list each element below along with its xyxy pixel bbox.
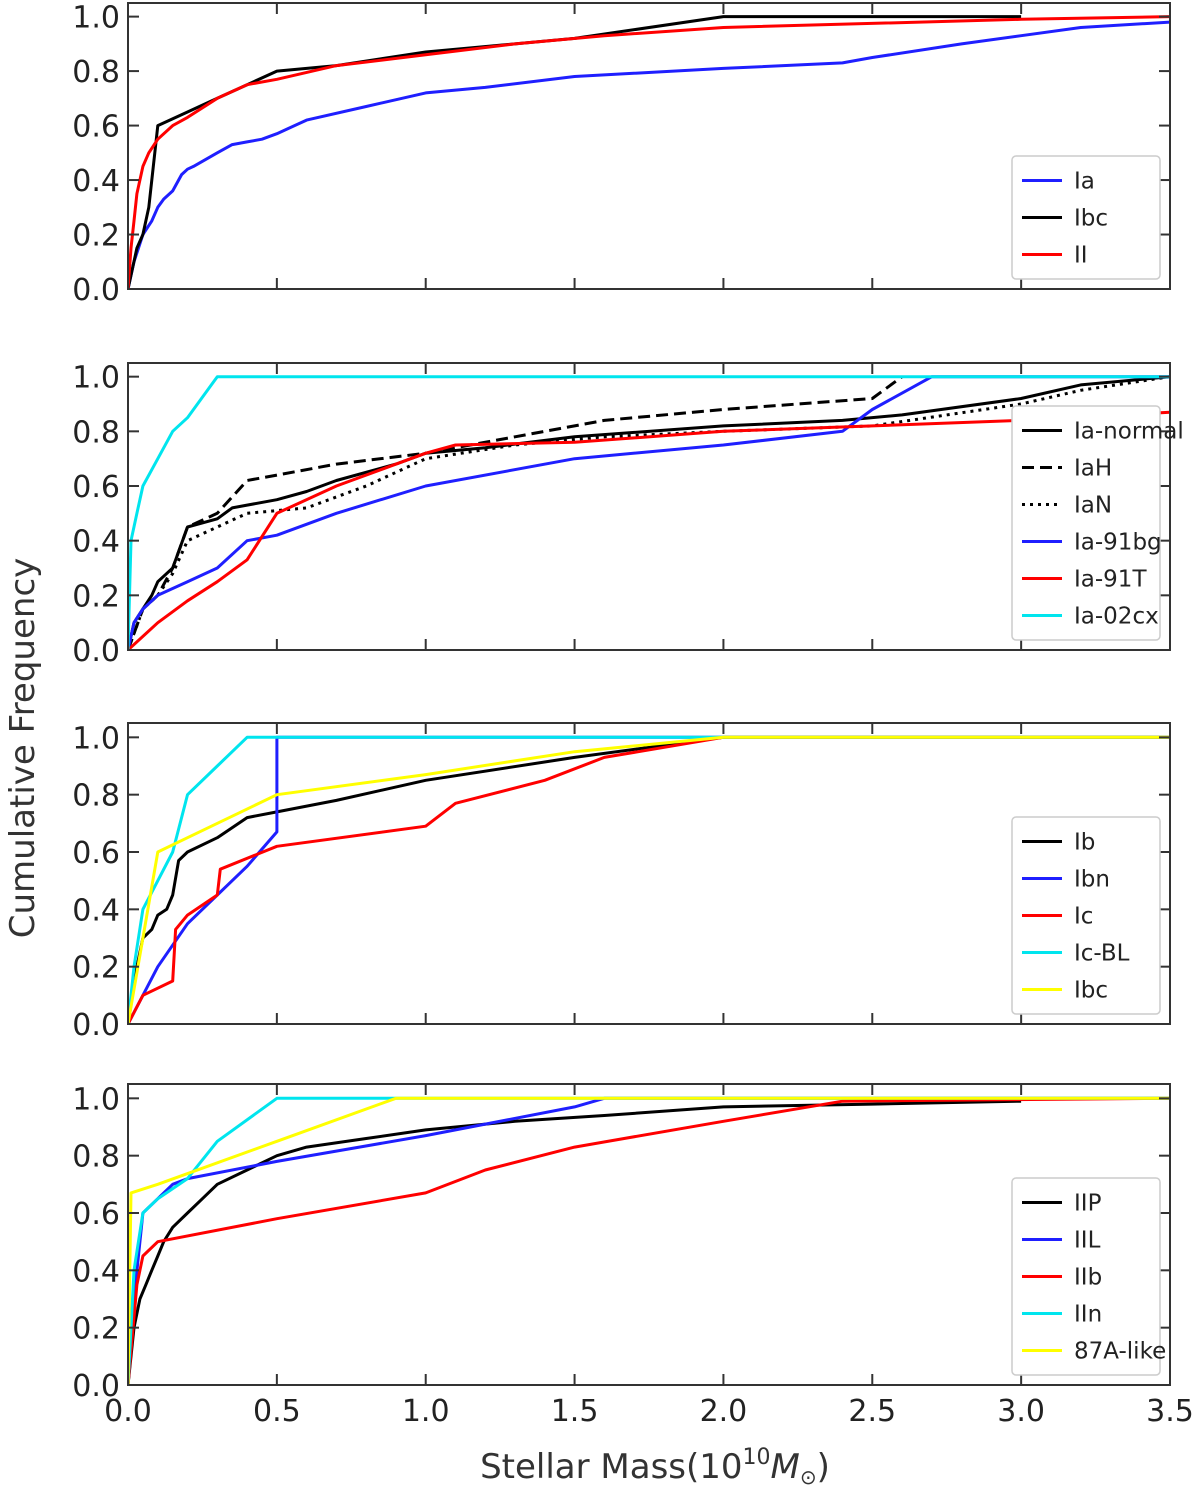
legend-box xyxy=(1011,405,1161,641)
legend-label: Ibc xyxy=(1074,978,1108,1004)
series-line-ibn xyxy=(128,735,1170,1024)
y-tick-label: 0.2 xyxy=(72,219,120,254)
y-tick-label: 1.0 xyxy=(72,1,120,36)
y-axis-label: Cumulative Frequency xyxy=(3,558,43,939)
legend-label: II xyxy=(1074,243,1088,269)
x-axis-label-unit: M xyxy=(771,1447,800,1487)
legend-label: Ic xyxy=(1074,904,1093,930)
sun-symbol: ⊙ xyxy=(800,1465,817,1489)
legend: Ia Ibc II xyxy=(1011,155,1161,280)
series-line-iin xyxy=(128,1096,1170,1385)
x-tick-label: 3.5 xyxy=(1146,1394,1194,1429)
x-tick-label: 1.0 xyxy=(402,1394,450,1429)
series-line-iib xyxy=(128,1096,1170,1385)
legend-label: IIL xyxy=(1074,1228,1101,1254)
series-group xyxy=(128,735,1170,1024)
legend-label: IIP xyxy=(1074,1191,1102,1217)
legend-label: 87A-like xyxy=(1074,1339,1166,1365)
series-line-ii xyxy=(128,15,1170,289)
panels-group: 0.0 0.2 0.4 0.6 0.8 1.0 Ia Ibc II 0.0 0.2 0.4 0.6 0.8… xyxy=(72,1,1194,1429)
legend-label: Ia-02cx xyxy=(1074,604,1159,630)
series-line-87a-like xyxy=(128,1096,1170,1385)
series-line-ia-91bg xyxy=(128,375,1170,650)
plot-frame xyxy=(127,1083,1171,1386)
series-group xyxy=(128,1096,1170,1385)
y-tick-label: 0.8 xyxy=(72,779,120,814)
legend-label: Ia-91bg xyxy=(1074,530,1162,556)
series-line-ibc xyxy=(128,735,1170,1024)
x-tick-label: 2.0 xyxy=(700,1394,748,1429)
legend-label: IIb xyxy=(1074,1265,1102,1291)
series-line-ian xyxy=(128,375,1170,650)
x-tick-label: 2.5 xyxy=(848,1394,896,1429)
y-tick-label: 0.4 xyxy=(72,164,120,199)
y-tick-label: 0.8 xyxy=(72,415,120,450)
series-line-ia-91t xyxy=(128,410,1170,650)
y-tick-label: 0.6 xyxy=(72,470,120,505)
y-tick-label: 1.0 xyxy=(72,361,120,396)
y-tick-label: 0.6 xyxy=(72,1197,120,1232)
y-tick-label: 0.6 xyxy=(72,836,120,871)
panel-3: 0.0 0.2 0.4 0.6 0.8 1.0 Ib Ibn Ic Ic-BL Ibc xyxy=(72,721,1171,1043)
legend-box xyxy=(1011,816,1161,1015)
series-line-ibc xyxy=(128,15,1022,289)
series-line-ib xyxy=(128,735,1170,1024)
legend-label: Ibn xyxy=(1074,867,1110,893)
legend-label: Ib xyxy=(1074,830,1095,856)
legend-label: Ibc xyxy=(1074,206,1108,232)
x-axis-label-main: Stellar Mass(10 xyxy=(480,1447,742,1487)
series-line-ia xyxy=(128,20,1170,289)
legend-label: Ia-91T xyxy=(1074,567,1147,593)
y-tick-label: 0.2 xyxy=(72,579,120,614)
y-tick-label: 0.6 xyxy=(72,110,120,145)
legend-label: IIn xyxy=(1074,1302,1102,1328)
series-line-ic xyxy=(128,735,1170,1024)
y-tick-label: 0.8 xyxy=(72,1140,120,1175)
legend-label: IaN xyxy=(1074,493,1112,519)
panel-4: 0.0 0.2 0.4 0.6 0.8 1.0 0.0 0.5 1.0 1.5 2.0 2.5 3.0 3… xyxy=(72,1082,1194,1429)
plot-frame xyxy=(127,2,1171,290)
legend-box xyxy=(1011,1177,1161,1376)
series-line-iah xyxy=(128,375,903,650)
y-tick-label: 0.0 xyxy=(72,634,120,669)
y-tick-label: 0.2 xyxy=(72,951,120,986)
y-tick-label: 0.8 xyxy=(72,55,120,90)
panel-2: 0.0 0.2 0.4 0.6 0.8 1.0 Ia-normal IaH IaN Ia-91bg… xyxy=(72,361,1184,669)
x-axis-label-close: ) xyxy=(817,1447,830,1487)
legend-label: IaH xyxy=(1074,456,1112,482)
legend-label: Ic-BL xyxy=(1074,941,1130,967)
y-tick-label: 0.0 xyxy=(72,273,120,308)
y-tick-label: 0.0 xyxy=(72,1008,120,1043)
legend-label: Ia-normal xyxy=(1074,419,1184,445)
series-line-ic-bl xyxy=(128,735,1170,1024)
panel-1: 0.0 0.2 0.4 0.6 0.8 1.0 Ia Ibc II xyxy=(72,1,1171,308)
legend: Ib Ibn Ic Ic-BL Ibc xyxy=(1011,816,1161,1015)
legend-label: Ia xyxy=(1074,169,1095,195)
plot-frame xyxy=(127,722,1171,1025)
series-line-iip xyxy=(128,1099,1022,1385)
y-tick-label: 0.4 xyxy=(72,525,120,560)
y-tick-label: 1.0 xyxy=(72,721,120,756)
series-line-ia-02cx xyxy=(128,375,1170,650)
series-group xyxy=(128,375,1170,650)
legend-box xyxy=(1011,155,1161,280)
x-tick-label: 0.5 xyxy=(253,1394,301,1429)
x-axis-label-exponent: 10 xyxy=(743,1445,771,1470)
legend: Ia-normal IaH IaN Ia-91bg Ia-91T Ia-02cx xyxy=(1011,405,1184,641)
y-tick-label: 0.2 xyxy=(72,1312,120,1347)
y-tick-label: 0.4 xyxy=(72,1254,120,1289)
x-tick-label: 1.5 xyxy=(551,1394,599,1429)
y-tick-label: 0.4 xyxy=(72,893,120,928)
x-tick-label: 3.0 xyxy=(997,1394,1045,1429)
plot-frame xyxy=(127,362,1171,651)
legend: IIP IIL IIb IIn 87A-like xyxy=(1011,1177,1166,1376)
x-axis-label: Stellar Mass(1010M⊙) xyxy=(480,1445,830,1489)
series-group xyxy=(128,15,1170,289)
y-tick-label: 1.0 xyxy=(72,1082,120,1117)
y-tick-label: 0.0 xyxy=(72,1369,120,1404)
x-tick-label: 0.0 xyxy=(104,1394,152,1429)
